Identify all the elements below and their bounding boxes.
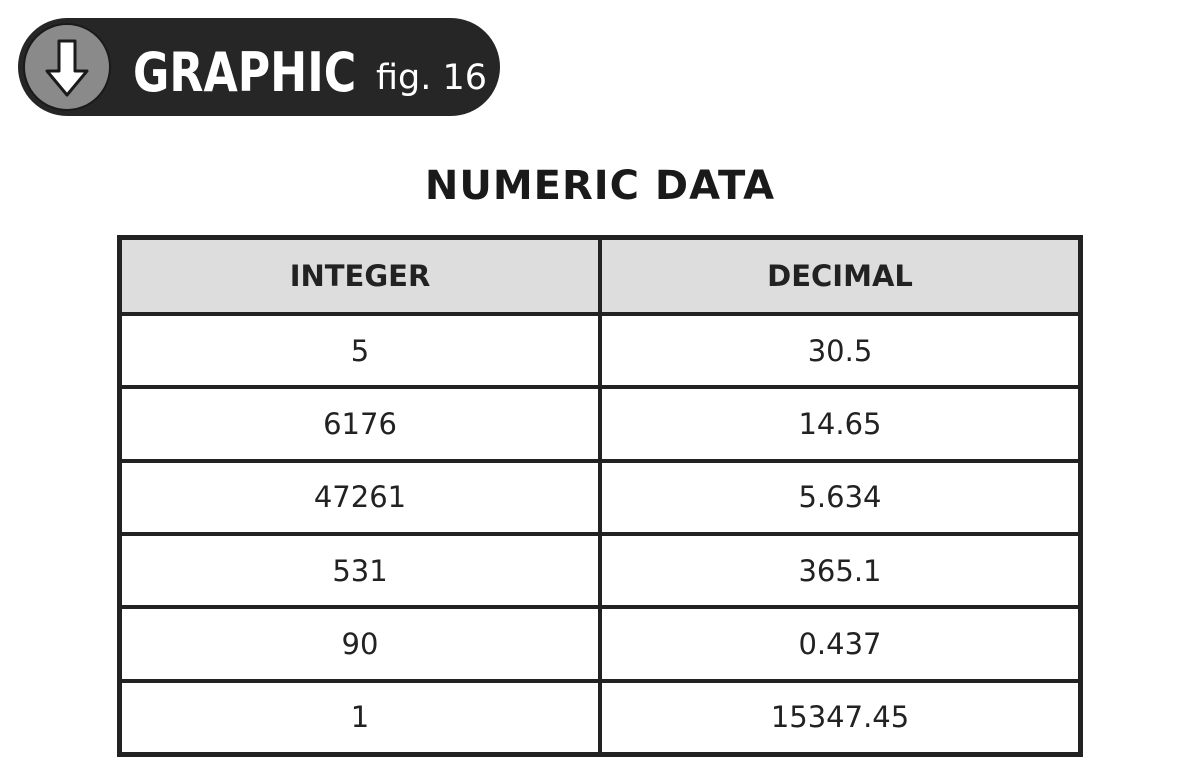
integer-cell: 47261 — [117, 458, 602, 536]
table-row: 1 15347.45 — [117, 678, 1083, 757]
integer-cell: 90 — [117, 605, 602, 683]
table-row: 47261 5.634 — [117, 458, 1083, 536]
column-header-integer: INTEGER — [117, 235, 602, 316]
table-row: 90 0.437 — [117, 605, 1083, 683]
table-row: 5 30.5 — [117, 311, 1083, 390]
decimal-cell: 365.1 — [598, 531, 1083, 610]
column-header-decimal: DECIMAL — [598, 235, 1083, 316]
decimal-cell: 14.65 — [598, 385, 1083, 463]
integer-cell: 1 — [117, 678, 602, 757]
decimal-cell: 30.5 — [598, 311, 1083, 390]
numeric-data-table: INTEGER DECIMAL 5 30.5 6176 14.65 47261 … — [117, 235, 1083, 757]
table-row: 531 365.1 — [117, 531, 1083, 610]
decimal-cell: 15347.45 — [598, 678, 1083, 757]
graphic-badge: GRAPHIC fig. 16 — [18, 18, 500, 116]
table-header-row: INTEGER DECIMAL — [117, 235, 1083, 316]
integer-cell: 531 — [117, 531, 602, 610]
badge-figure-number: fig. 16 — [376, 58, 488, 98]
decimal-cell: 0.437 — [598, 605, 1083, 683]
decimal-cell: 5.634 — [598, 458, 1083, 536]
badge-title: GRAPHIC — [133, 41, 357, 104]
integer-cell: 6176 — [117, 385, 602, 463]
table-row: 6176 14.65 — [117, 385, 1083, 463]
arrow-down-circle-icon — [23, 23, 111, 111]
integer-cell: 5 — [117, 311, 602, 390]
table-title: NUMERIC DATA — [424, 163, 776, 209]
